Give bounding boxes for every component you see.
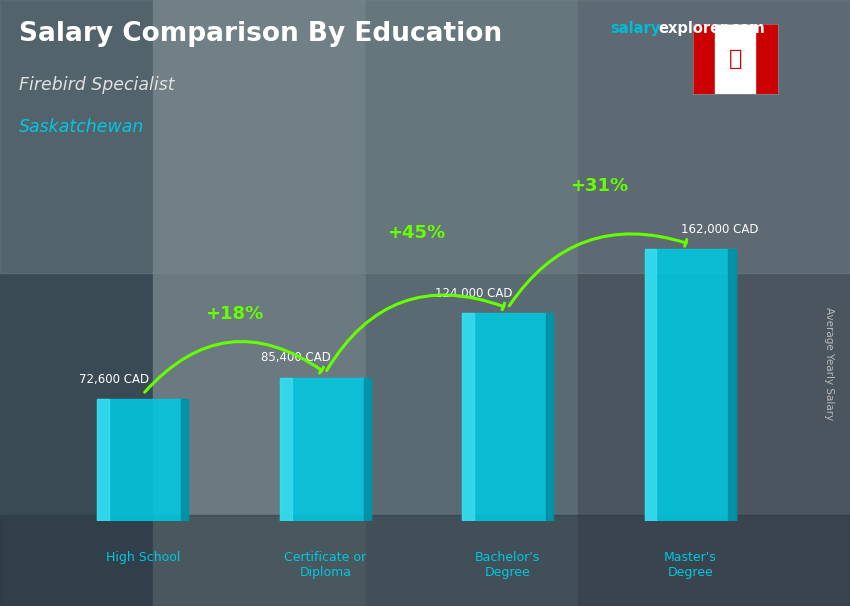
Bar [280, 378, 292, 521]
Text: Average Yearly Salary: Average Yearly Salary [824, 307, 834, 420]
Bar [97, 399, 109, 521]
Bar [366, 0, 578, 606]
Text: Bachelor's
Degree: Bachelor's Degree [475, 551, 541, 579]
Text: 85,400 CAD: 85,400 CAD [262, 351, 332, 364]
Text: explorer.com: explorer.com [659, 21, 766, 36]
Bar [546, 313, 553, 521]
Bar [153, 0, 366, 606]
Bar [755, 24, 778, 94]
Text: Master's
Degree: Master's Degree [664, 551, 717, 579]
Bar [280, 378, 371, 521]
Text: +18%: +18% [205, 305, 264, 323]
Bar [0, 0, 850, 273]
Text: Saskatchewan: Saskatchewan [19, 118, 144, 136]
Text: +45%: +45% [388, 224, 445, 242]
Bar [0, 515, 850, 606]
Bar [181, 399, 189, 521]
Bar [0, 0, 153, 606]
Bar [364, 378, 371, 521]
Text: Salary Comparison By Education: Salary Comparison By Education [19, 21, 501, 47]
Text: 124,000 CAD: 124,000 CAD [434, 287, 513, 299]
Bar [462, 313, 553, 521]
Text: Certificate or
Diploma: Certificate or Diploma [284, 551, 366, 579]
Text: 72,600 CAD: 72,600 CAD [79, 373, 149, 386]
Bar [716, 24, 755, 94]
Bar [728, 249, 736, 521]
Bar [693, 24, 716, 94]
Bar [644, 249, 736, 521]
Bar [644, 249, 656, 521]
Bar [462, 313, 474, 521]
Bar [97, 399, 189, 521]
Text: +31%: +31% [570, 176, 628, 195]
Bar [578, 0, 850, 606]
Text: salary: salary [610, 21, 660, 36]
Text: Firebird Specialist: Firebird Specialist [19, 76, 174, 94]
Text: 🍁: 🍁 [728, 49, 742, 69]
Text: 162,000 CAD: 162,000 CAD [681, 223, 758, 236]
Text: High School: High School [105, 551, 180, 564]
